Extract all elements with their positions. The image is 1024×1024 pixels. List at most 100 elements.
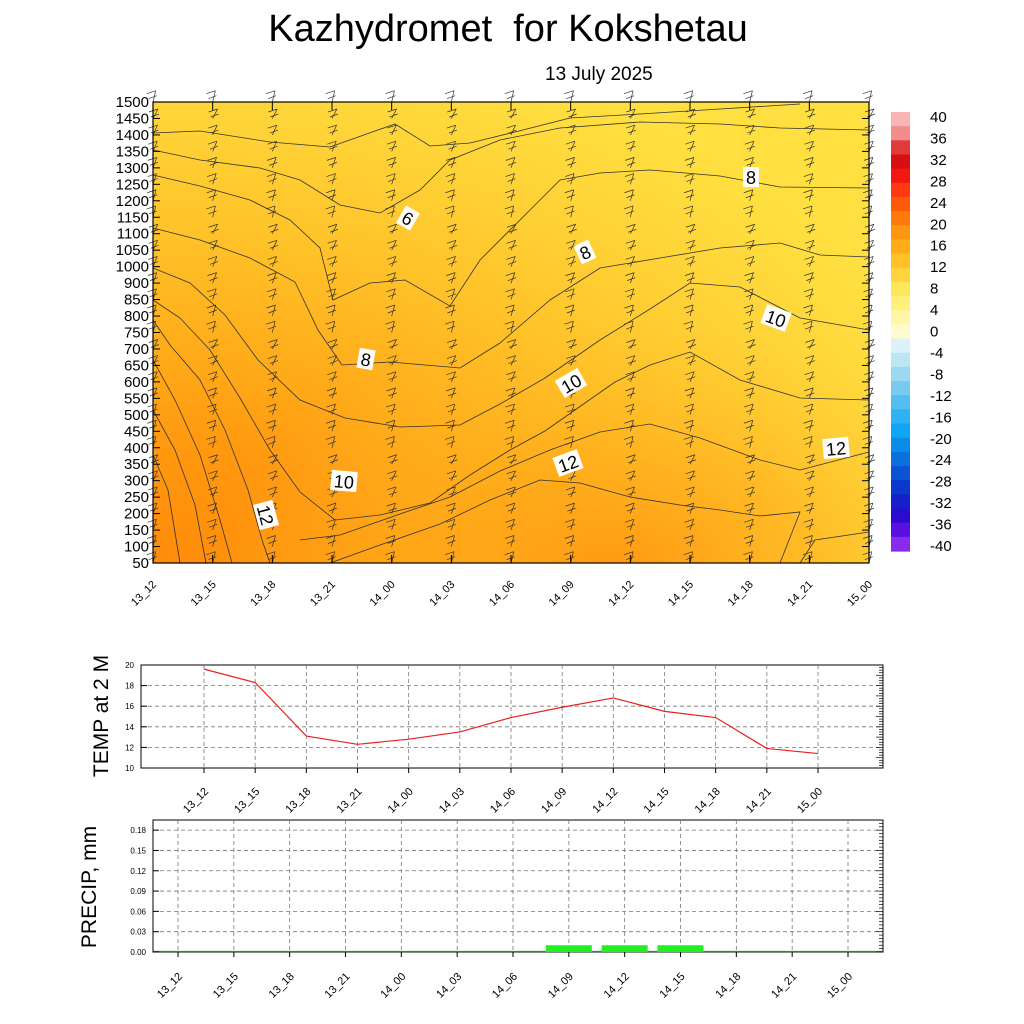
wind-barb-flag bbox=[210, 360, 219, 364]
wind-barb-flag bbox=[147, 502, 157, 507]
wind-barb bbox=[326, 304, 337, 317]
wind-barb-flag bbox=[743, 205, 753, 210]
wind-barb-flag bbox=[507, 424, 516, 429]
wind-barb bbox=[506, 124, 517, 136]
wind-barb-staff bbox=[689, 486, 695, 498]
wind-barb-flag bbox=[568, 475, 577, 480]
wind-barb-flag bbox=[686, 507, 696, 512]
wind-barb-flag bbox=[268, 424, 277, 429]
contour-label-box bbox=[822, 436, 850, 460]
wind-barb-flag bbox=[806, 129, 816, 134]
wind-barb bbox=[505, 157, 517, 168]
wind-barb-flag bbox=[862, 320, 872, 325]
wind-barb-staff bbox=[808, 304, 813, 317]
wind-barb bbox=[684, 157, 696, 168]
wind-barb-staff bbox=[809, 454, 815, 465]
wind-barb-flag bbox=[388, 376, 398, 381]
wind-barb-flag bbox=[448, 491, 457, 496]
wind-barb bbox=[326, 173, 337, 185]
wind-barb bbox=[327, 355, 338, 366]
wind-barb bbox=[268, 454, 279, 465]
wind-barb-flag bbox=[328, 293, 337, 298]
wind-barb bbox=[684, 387, 696, 399]
wind-barb bbox=[685, 140, 696, 152]
temp-xtick-label: 14_18 bbox=[693, 786, 723, 816]
wind-barb-staff bbox=[331, 339, 338, 350]
wind-barb bbox=[684, 535, 695, 547]
wind-barb bbox=[505, 189, 516, 201]
wind-barb-flag bbox=[623, 436, 634, 440]
wind-barb bbox=[444, 205, 456, 218]
wind-barb bbox=[267, 256, 278, 267]
wind-barb bbox=[565, 403, 576, 415]
wind-barb-flag bbox=[267, 470, 278, 475]
wind-barb bbox=[566, 339, 577, 350]
wind-barb bbox=[803, 189, 814, 201]
wind-barb-staff bbox=[630, 224, 636, 234]
wind-barb-staff bbox=[451, 157, 456, 168]
colorbar-label: -28 bbox=[930, 474, 952, 491]
wind-barb-flag bbox=[448, 360, 458, 364]
wind-barb bbox=[206, 189, 217, 201]
wind-barb-flag bbox=[505, 419, 515, 424]
wind-barb bbox=[744, 288, 755, 300]
wind-barb-flag bbox=[445, 173, 455, 177]
wind-barb-flag bbox=[567, 178, 576, 182]
wind-barb-flag bbox=[625, 256, 635, 260]
wind-barb-flag bbox=[267, 486, 277, 491]
wind-barb-flag bbox=[389, 245, 398, 249]
wind-barb bbox=[206, 205, 217, 218]
wind-barb-flag bbox=[565, 518, 575, 523]
wind-barb bbox=[326, 403, 337, 415]
wind-barb-flag bbox=[447, 293, 456, 298]
wind-barb-flag bbox=[327, 371, 337, 376]
wind-barb bbox=[445, 419, 456, 432]
wind-barb-flag bbox=[866, 261, 875, 265]
wind-barb-flag bbox=[626, 523, 635, 528]
wind-barb bbox=[744, 272, 755, 284]
wind-barb-flag bbox=[385, 205, 395, 210]
wind-barb-flag bbox=[387, 424, 396, 429]
wind-barb-flag bbox=[686, 408, 695, 413]
wind-barb-staff bbox=[510, 189, 515, 201]
wind-barb-flag bbox=[507, 194, 516, 199]
wind-barb-staff bbox=[152, 470, 158, 481]
wind-barb-flag bbox=[504, 436, 514, 440]
wind-barb-staff bbox=[809, 141, 814, 152]
wind-barb-staff bbox=[272, 403, 277, 415]
wind-barb-flag bbox=[388, 162, 397, 166]
wind-barb-flag bbox=[148, 95, 157, 100]
wind-barb bbox=[685, 486, 696, 498]
wind-barb-flag bbox=[564, 535, 574, 539]
contour-label-box bbox=[573, 239, 597, 265]
wind-barb-flag bbox=[863, 288, 873, 293]
wind-barb-flag bbox=[624, 189, 634, 194]
wind-barb-flag bbox=[747, 344, 756, 348]
wind-barb-flag bbox=[209, 178, 218, 182]
wind-barb bbox=[745, 339, 756, 350]
wind-barb-staff bbox=[809, 519, 814, 531]
wind-barb bbox=[207, 403, 218, 415]
wind-barb-flag bbox=[745, 108, 755, 113]
wind-barb-flag bbox=[386, 486, 397, 491]
wind-barb bbox=[385, 320, 396, 333]
wind-barb bbox=[386, 256, 398, 267]
wind-barb-flag bbox=[387, 355, 397, 359]
wind-barb-staff bbox=[152, 157, 158, 168]
wind-barb-flag bbox=[686, 178, 695, 182]
wind-barb bbox=[744, 486, 756, 498]
wind-barb-flag bbox=[265, 90, 276, 95]
wind-barb-staff bbox=[451, 256, 456, 267]
wind-barb bbox=[268, 223, 279, 234]
wind-barb bbox=[685, 256, 696, 267]
wind-barb-flag bbox=[326, 157, 336, 161]
wind-barb-flag bbox=[386, 518, 396, 523]
wind-barb-flag bbox=[207, 157, 217, 161]
wind-barb-staff bbox=[391, 304, 396, 317]
wind-barb-flag bbox=[207, 256, 218, 260]
wind-barb bbox=[505, 173, 516, 185]
wind-barb-flag bbox=[625, 470, 636, 475]
wind-barb bbox=[387, 339, 398, 350]
wind-barb-flag bbox=[506, 210, 515, 215]
wind-barb-flag bbox=[564, 320, 574, 325]
